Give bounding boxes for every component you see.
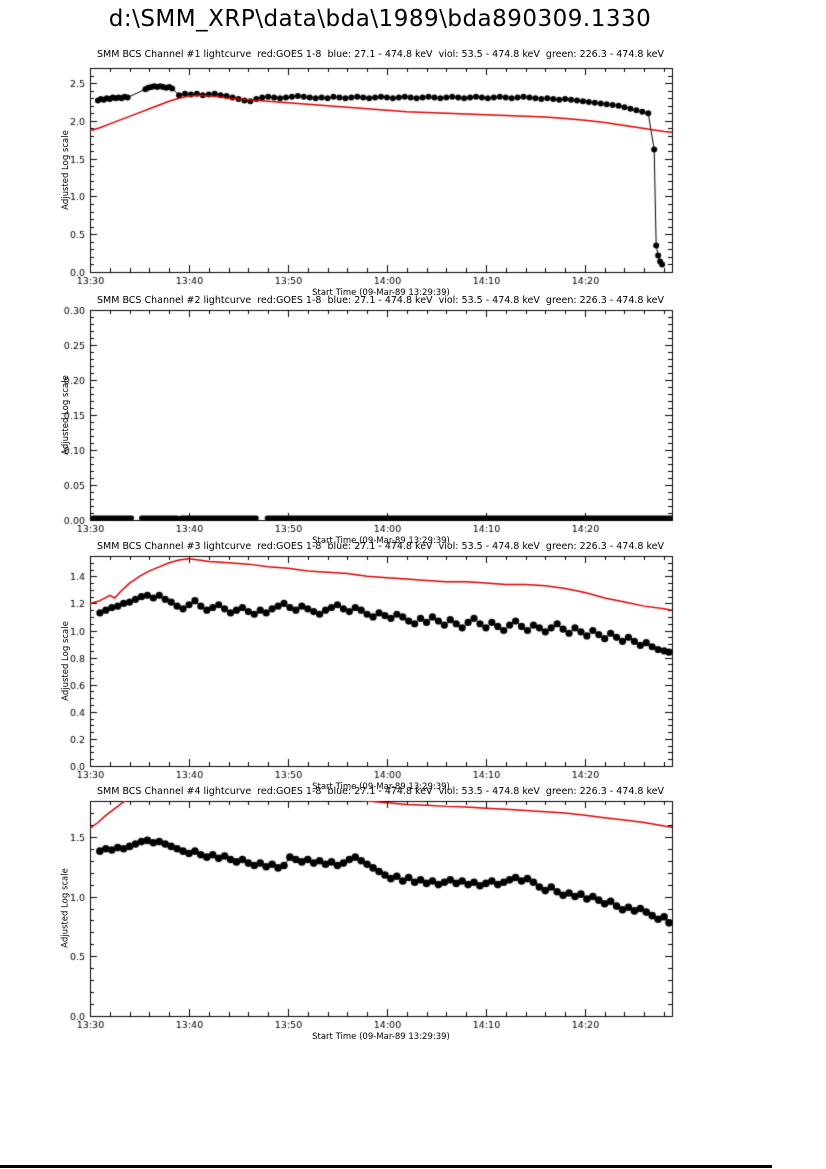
channel-2-lightcurve-chart xyxy=(0,290,826,540)
channel-3-lightcurve-chart xyxy=(0,536,826,786)
channel-4-xlabel: Start Time (09-Mar-89 13:29:39) xyxy=(312,1032,450,1042)
page-title: d:\SMM_XRP\data\bda\1989\bda890309.1330 xyxy=(108,6,652,32)
channel-1-lightcurve-chart xyxy=(0,48,826,292)
bottom-edge-bar xyxy=(0,1165,772,1168)
channel-4-lightcurve-chart xyxy=(0,781,826,1036)
